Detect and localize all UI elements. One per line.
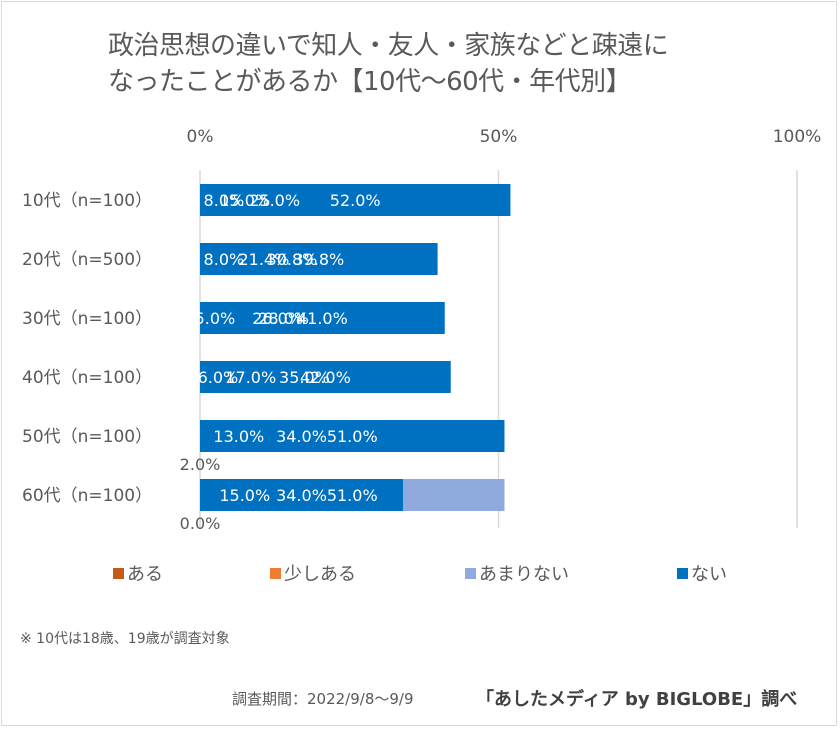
- category-label: 30代（n=100）: [22, 309, 152, 329]
- value-label: 35.0%: [279, 368, 330, 387]
- value-label: 28.0%: [258, 309, 309, 328]
- category-label: 40代（n=100）: [22, 368, 152, 388]
- x-tick-label: 0%: [187, 127, 214, 147]
- category-label: 10代（n=100）: [22, 191, 152, 211]
- value-label: 21.4%: [238, 250, 289, 269]
- chart-title-line-1: 政治思想の違いで知人・友人・家族などと疎遠に: [108, 31, 669, 61]
- legend-label: ある: [127, 564, 163, 585]
- legend-item: 少しある: [270, 560, 356, 586]
- bar-segment: [200, 479, 403, 511]
- source-credit: 「あしたメディア by BIGLOBE」調べ: [476, 689, 798, 710]
- category-labels: 10代（n=100） 20代（n=500） 30代（n=100） 40代（n=100）…: [22, 191, 152, 506]
- value-label: 17.0%: [225, 368, 276, 387]
- legend: ある 少しある あまりない ない: [0, 560, 840, 586]
- value-label: 15.0%: [219, 486, 270, 505]
- x-axis-ticks: 0% 50% 100%: [187, 127, 822, 147]
- legend-item: あまりない: [465, 560, 569, 586]
- legend-item: ある: [113, 560, 163, 586]
- value-label: 2.0%: [180, 455, 221, 474]
- value-label: 51.0%: [327, 427, 378, 446]
- footnote: ※ 10代は18歳、19歳が調査対象: [20, 631, 230, 647]
- value-label: 34.0%: [276, 486, 327, 505]
- value-label: 8.0%: [204, 191, 245, 210]
- value-label: 15.0%: [219, 191, 270, 210]
- survey-period: 調査期間：2022/9/8～9/9: [232, 690, 414, 708]
- value-label: 5.0%: [195, 309, 236, 328]
- value-label: 30.8%: [267, 250, 318, 269]
- value-label: 52.0%: [330, 191, 381, 210]
- chart-title: 政治思想の違いで知人・友人・家族などと疎遠に なったことがあるか【10代～60代…: [108, 28, 768, 100]
- bar-segment: [200, 420, 505, 452]
- value-label: 51.0%: [327, 486, 378, 505]
- value-label: 6.0%: [198, 368, 239, 387]
- legend-swatch: [465, 567, 476, 579]
- legend-item: ない: [677, 560, 727, 586]
- gridlines: [199, 170, 798, 528]
- value-label: 42.0%: [300, 368, 351, 387]
- value-label: 34.0%: [276, 427, 327, 446]
- x-tick-label: 100%: [773, 127, 822, 147]
- legend-swatch: [677, 567, 688, 579]
- bar-segment: [200, 361, 451, 393]
- legend-label: 少しある: [284, 564, 356, 585]
- value-label: 13.0%: [213, 427, 264, 446]
- value-label: 0.0%: [180, 514, 221, 533]
- value-labels: 8.0%15.0%25.0% 52.0%8.0%21.4%30.8%39.8%5.…: [180, 191, 381, 533]
- bars: [200, 184, 511, 511]
- category-label: 50代（n=100）: [22, 427, 152, 447]
- chart-title-line-2: なったことがあるか【10代～60代・年代別】: [108, 67, 632, 97]
- x-tick-label: 50%: [480, 127, 518, 147]
- value-label: 8.0%: [204, 250, 245, 269]
- value-label: 25.0%: [249, 191, 300, 210]
- legend-swatch: [113, 567, 124, 579]
- legend-label: ない: [691, 564, 727, 585]
- value-label: 41.0%: [297, 309, 348, 328]
- value-label: 26.0%: [252, 309, 303, 328]
- category-label: 20代（n=500）: [22, 250, 152, 270]
- bar-segment: [200, 302, 445, 334]
- bar-segment: [200, 243, 438, 275]
- legend-label: あまりない: [479, 564, 569, 585]
- category-label: 60代（n=100）: [22, 486, 152, 506]
- legend-swatch: [270, 567, 281, 579]
- value-label: 39.8%: [293, 250, 344, 269]
- bar-segment: [200, 184, 511, 216]
